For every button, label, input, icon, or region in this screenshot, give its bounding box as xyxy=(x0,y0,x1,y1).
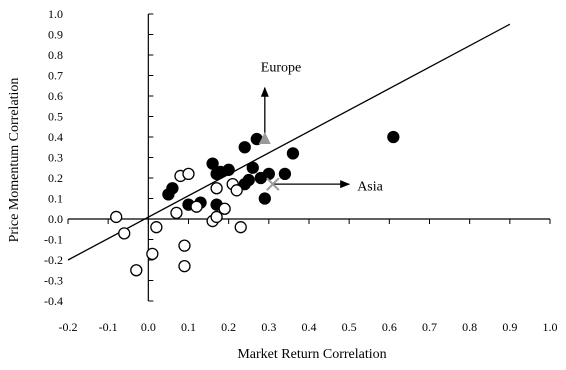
filled-point xyxy=(258,192,271,205)
x-tick-label: 0.2 xyxy=(221,320,236,334)
open-point xyxy=(218,202,231,215)
filled-point xyxy=(286,147,300,160)
filled-point xyxy=(262,167,275,181)
y-tick-label: 0.5 xyxy=(48,110,63,124)
y-tick-label: -0.3 xyxy=(44,274,63,288)
europe-triangle-marker xyxy=(258,132,271,145)
x-tick-label: 0.1 xyxy=(181,320,196,334)
x-tick-label: 0.9 xyxy=(502,320,517,334)
x-tick-label: 0.3 xyxy=(261,320,276,334)
y-tick-label: 0.9 xyxy=(48,28,63,42)
x-tick-label: 0.5 xyxy=(342,320,357,334)
annotation-label: Asia xyxy=(357,179,383,194)
y-tick-label: 0.8 xyxy=(48,48,63,62)
x-axis-title: Market Return Correlation xyxy=(237,347,386,362)
annotation-label: Europe xyxy=(261,60,301,75)
y-tick-label: -0.4 xyxy=(44,294,63,308)
filled-point xyxy=(166,182,179,195)
y-tick-label: -0.1 xyxy=(44,233,63,247)
filled-point xyxy=(238,141,251,154)
open-point xyxy=(182,167,195,181)
filled-point xyxy=(242,173,255,187)
open-point xyxy=(190,200,203,213)
x-tick-label: 0.0 xyxy=(141,320,156,334)
open-point xyxy=(178,239,191,252)
open-point xyxy=(210,182,223,195)
open-point xyxy=(230,184,243,197)
x-tick-label: 0.7 xyxy=(422,320,437,334)
annotations-group: Europe Asia xyxy=(258,60,384,194)
y-tick-label: 0.4 xyxy=(48,130,63,144)
open-point xyxy=(130,264,143,277)
y-tick-label: 0.2 xyxy=(48,171,63,185)
filled-point xyxy=(246,161,259,174)
x-tick-label: 0.8 xyxy=(462,320,477,334)
open-point xyxy=(234,221,247,234)
y-tick-label: 0.7 xyxy=(48,69,63,83)
x-tick-label: 0.4 xyxy=(302,320,317,334)
filled-point xyxy=(206,157,219,170)
open-point xyxy=(150,221,163,234)
asia-x-marker xyxy=(266,177,280,191)
axes: -0.2 -0.1 0.0 0.1 0.2 0.3 0.4 0.5 0.6 0.7 0.8 0.9 1.… xyxy=(44,7,558,334)
y-axis-title: Price Momentum Correlation xyxy=(7,78,22,243)
x-tick-label: -0.2 xyxy=(59,320,78,334)
filled-point xyxy=(387,130,400,144)
open-point xyxy=(210,210,223,224)
open-point xyxy=(118,227,131,240)
open-point xyxy=(146,247,159,261)
x-tick-label: 1.0 xyxy=(543,320,558,334)
filled-point xyxy=(278,167,292,181)
y-tick-label: 0.1 xyxy=(48,192,63,206)
y-tick-label: 0.3 xyxy=(48,151,63,165)
y-tick-label: 0.6 xyxy=(48,89,63,103)
open-point xyxy=(170,206,183,220)
trendline-group xyxy=(67,23,511,261)
y-tick-label: 1.0 xyxy=(48,7,63,21)
trendline xyxy=(67,23,511,261)
x-tick-label: 0.6 xyxy=(382,320,397,334)
y-tick-label: 0.0 xyxy=(48,212,63,226)
open-point xyxy=(178,259,191,273)
points-group xyxy=(110,130,400,277)
x-tick-label: -0.1 xyxy=(99,320,118,334)
open-point xyxy=(110,210,123,224)
filled-point xyxy=(222,163,235,176)
y-tick-label: -0.2 xyxy=(44,253,63,267)
